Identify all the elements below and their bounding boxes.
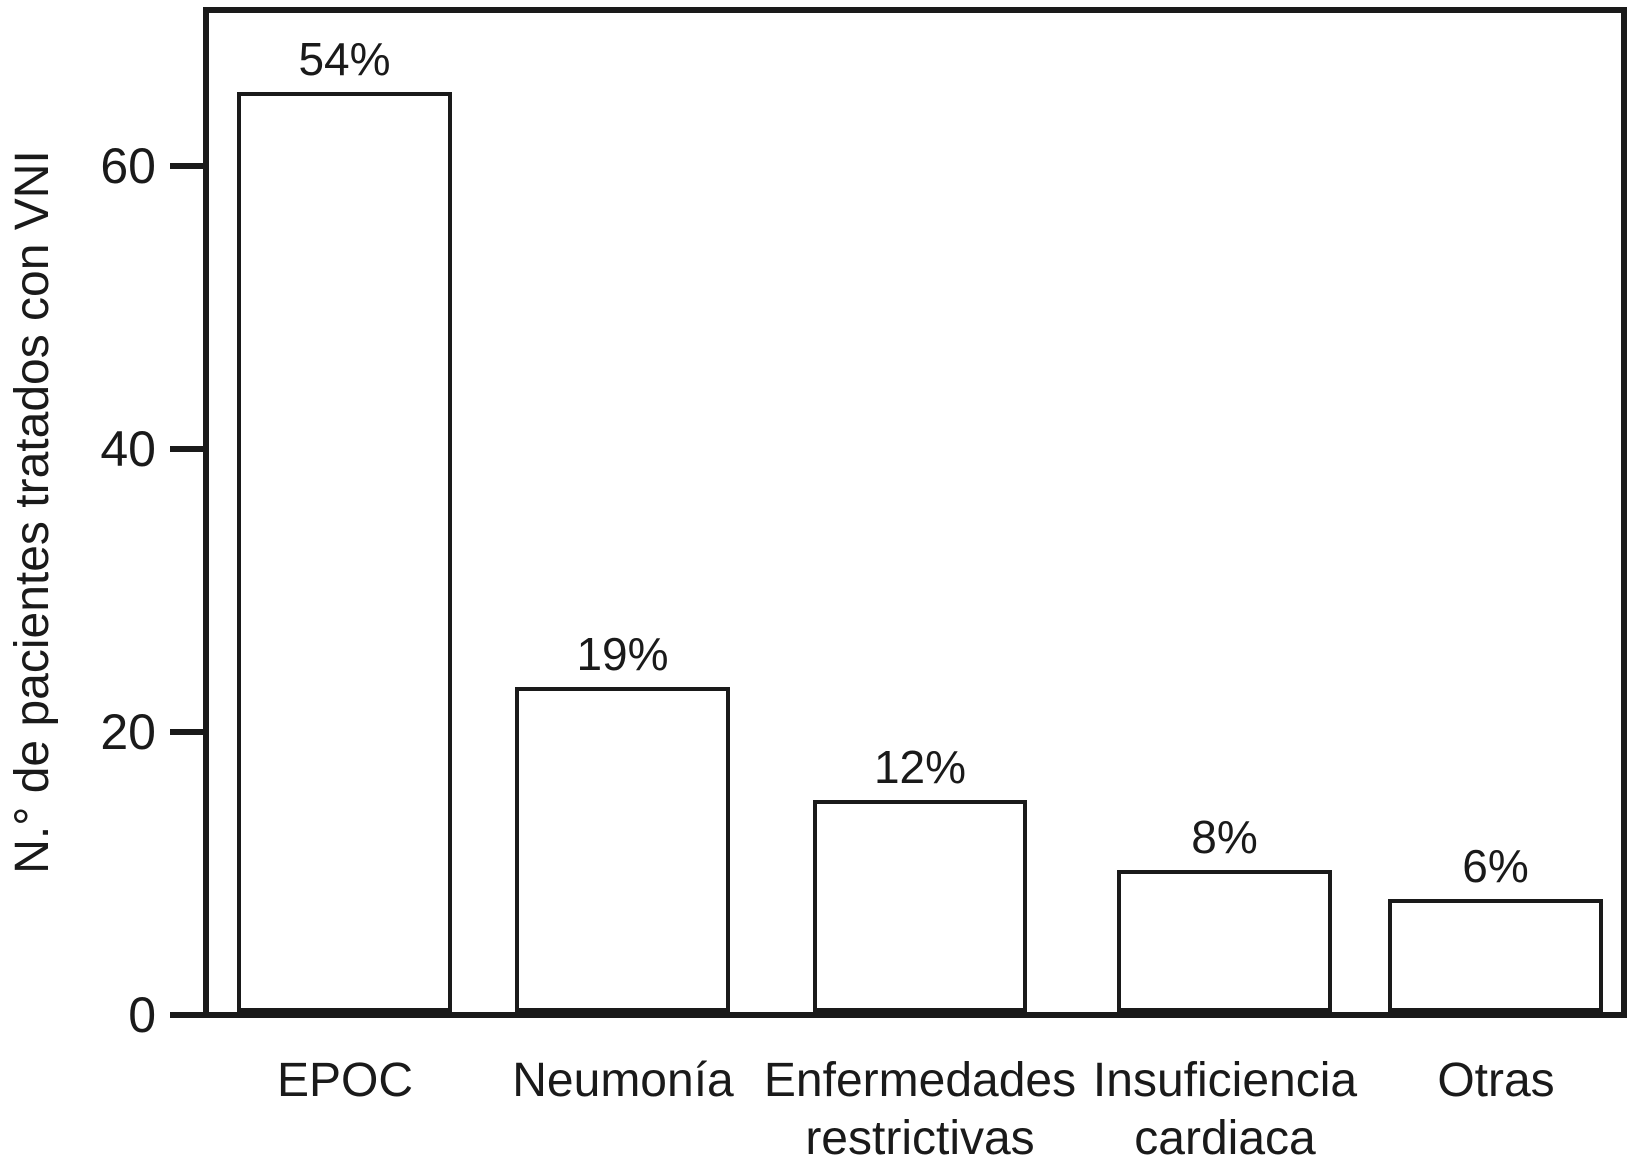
y-axis-tick-label: 20 — [100, 704, 156, 760]
bar-value-label-2: 12% — [873, 741, 967, 793]
x-axis-category-line: Enfermedades — [763, 1054, 1077, 1107]
y-axis-tick — [170, 729, 206, 735]
x-axis-category-label-1: Neumonía — [443, 1052, 803, 1110]
y-axis-title: N.° de pacientes tratados con VNI — [6, 150, 59, 874]
y-axis-tick — [170, 163, 206, 169]
x-axis-category-line: restrictivas — [805, 1112, 1035, 1165]
y-axis-tick — [170, 1012, 206, 1018]
y-axis-tick — [170, 446, 206, 452]
y-axis-tick-label: 0 — [128, 987, 156, 1043]
y-axis-tick-label: 60 — [100, 138, 156, 194]
x-axis-category-line: Insuficiencia — [1092, 1054, 1358, 1107]
bar-1 — [515, 687, 730, 1012]
x-axis-category-label-3: Insuficiencia cardiaca — [1045, 1052, 1405, 1168]
bar-value-label-4: 6% — [1462, 840, 1529, 892]
bar-0 — [237, 92, 452, 1012]
bar-2 — [813, 800, 1027, 1012]
bar-3 — [1117, 870, 1332, 1012]
x-axis-category-label-4: Otras — [1316, 1052, 1631, 1110]
bar-value-label-1: 19% — [576, 628, 669, 680]
x-axis-category-line: Neumonía — [512, 1054, 734, 1107]
x-axis-category-label-2: Enfermedades restrictivas — [740, 1052, 1100, 1168]
x-axis-category-line: cardiaca — [1134, 1112, 1316, 1165]
x-axis-category-label-0: EPOC — [165, 1052, 525, 1110]
x-axis-category-line: EPOC — [276, 1054, 414, 1107]
bar-value-label-3: 8% — [1191, 811, 1258, 863]
bar-4 — [1388, 899, 1603, 1012]
y-axis-tick-label: 40 — [100, 421, 156, 477]
x-axis-category-line: Otras — [1437, 1054, 1555, 1107]
bar-value-label-0: 54% — [298, 33, 391, 85]
